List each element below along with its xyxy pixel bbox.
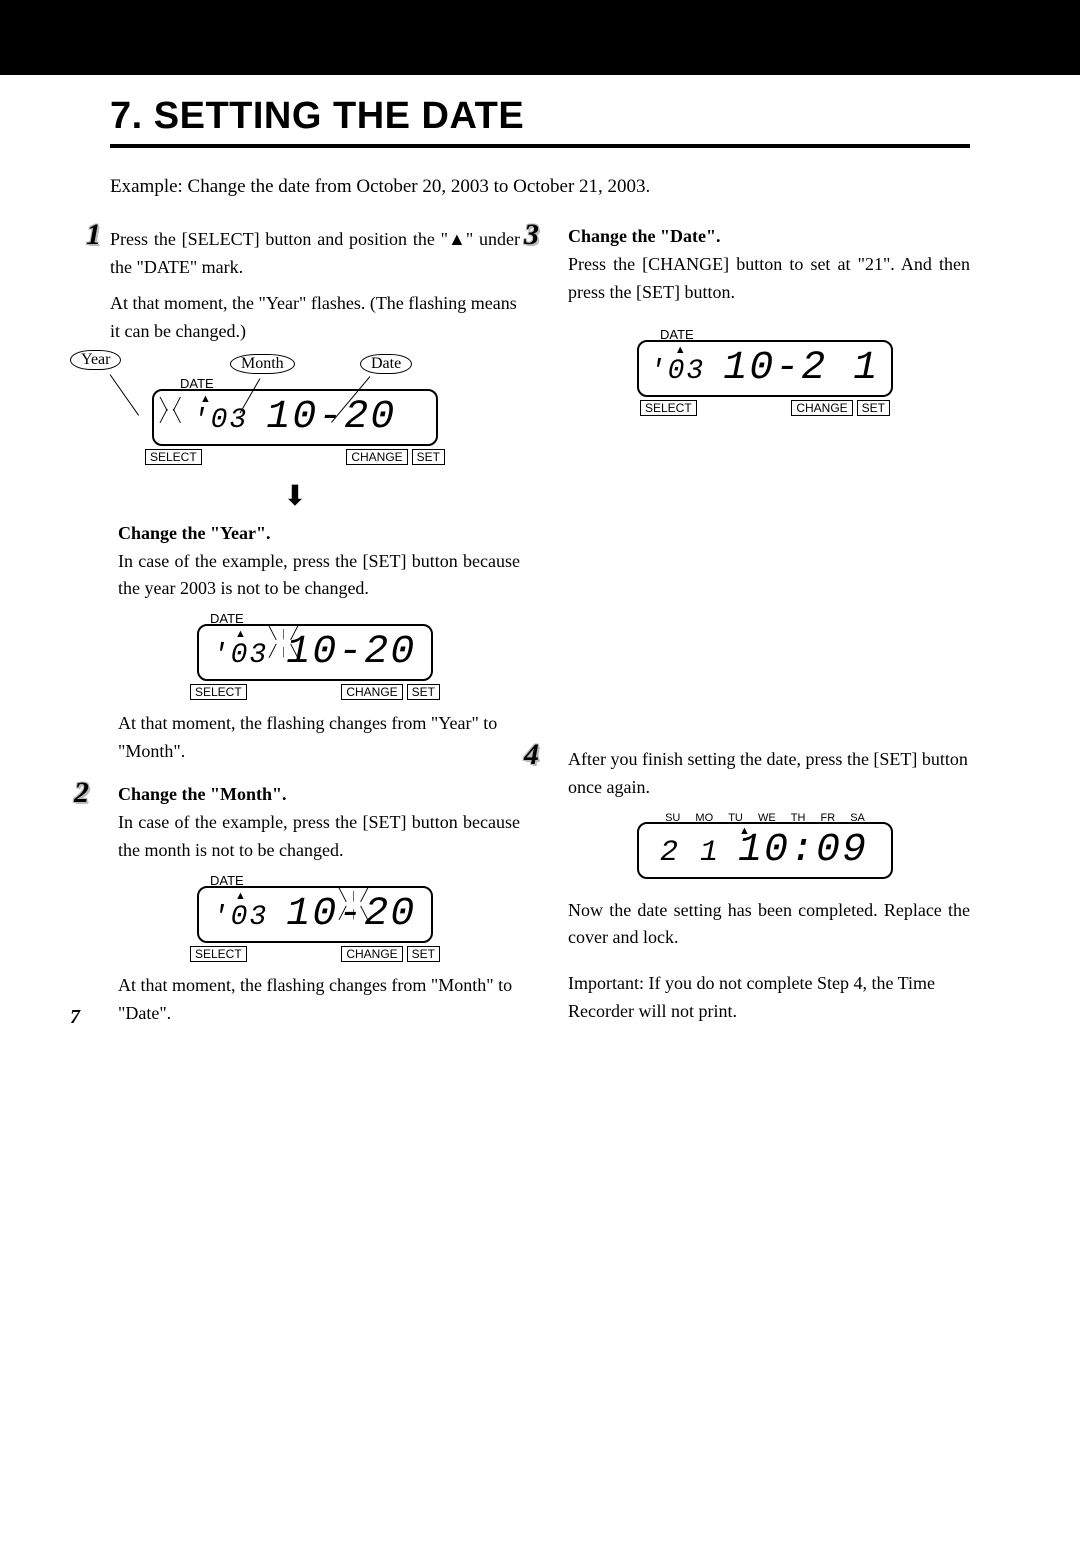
lcd-year: '03: [212, 640, 268, 671]
lcd-box: ▲ ╲ | ╱╱ | ╲ '03 10-20: [197, 886, 433, 943]
vertical-spacer: [560, 426, 970, 746]
lcd-day: 2 1: [660, 836, 720, 870]
lcd-buttons: SELECT CHANGE SET: [190, 946, 440, 962]
step-2-text: In case of the example, press the [SET] …: [118, 809, 520, 865]
callout-date: Date: [360, 354, 412, 374]
callout-month: Month: [230, 354, 295, 374]
page-content: 7. SETTING THE DATE Example: Change the …: [0, 95, 1080, 1106]
step-1-text-line-2: At that moment, the "Year" flashes. (The…: [110, 290, 520, 346]
lcd-box: ▲ 2 1 10:09: [637, 822, 893, 879]
black-header-bar: [0, 0, 1080, 75]
page-footer: 7: [110, 1036, 970, 1066]
set-button[interactable]: SET: [407, 684, 440, 700]
arrow-up-icon: ▲: [739, 825, 750, 837]
step-1: 1 Press the [SELECT] button and position…: [110, 226, 520, 346]
date-label: DATE: [180, 376, 214, 391]
lcd-main: 10-20: [286, 630, 416, 675]
step-1-text-1a: Press the [SELECT] button and position t…: [110, 229, 448, 249]
step-2-title: Change the "Month".: [118, 784, 520, 805]
step-1-figure: Year Month Date DATE ▲ ╲ ╱╱ ╲ '03 10-20 …: [70, 354, 520, 513]
arrow-up-icon: ▲: [235, 890, 246, 902]
change-button[interactable]: CHANGE: [341, 946, 402, 962]
lcd-main: 10-20: [266, 395, 396, 440]
triangle-up-icon: ▲: [448, 226, 466, 254]
lcd-box: ▲ '03 10-2 1: [637, 340, 893, 397]
lcd-year: '03: [649, 356, 705, 387]
two-column-layout: 1 Press the [SELECT] button and position…: [110, 226, 970, 1036]
select-button[interactable]: SELECT: [190, 946, 247, 962]
set-button[interactable]: SET: [407, 946, 440, 962]
step-2-after-text: At that moment, the flashing changes fro…: [110, 972, 520, 1028]
lcd-main: 10-2 1: [723, 346, 879, 391]
change-button[interactable]: CHANGE: [341, 684, 402, 700]
page-number: 7: [70, 1006, 80, 1029]
lcd-display-3: DATE ▲ '03 10-2 1 SELECT CHANGE SET: [560, 327, 970, 416]
lcd-box: ▲ ╲ ╱╱ ╲ '03 10-20: [152, 389, 438, 446]
date-label: DATE: [210, 873, 244, 888]
step-3: 3 Change the "Date". Press the [CHANGE] …: [560, 226, 970, 307]
flash-marks: ╲ ╱╱ ╲: [160, 401, 180, 419]
step-number-1: 1: [86, 218, 101, 252]
step-3-text: Press the [CHANGE] button to set at "21"…: [568, 251, 970, 307]
select-button[interactable]: SELECT: [190, 684, 247, 700]
lcd-main: 10:09: [738, 828, 868, 873]
example-text: Example: Change the date from October 20…: [110, 176, 970, 198]
step-3-title: Change the "Date".: [568, 226, 970, 247]
step-number-2: 2: [74, 776, 89, 810]
step-1-after-text: At that moment, the flashing changes fro…: [110, 710, 520, 766]
arrow-up-icon: ▲: [200, 393, 211, 405]
step-4: 4 After you finish setting the date, pre…: [560, 746, 970, 802]
right-column: 3 Change the "Date". Press the [CHANGE] …: [560, 226, 970, 1036]
lcd-display-1b: DATE ▲ ╲ | ╱╱ | ╲ '03 10-20 SELECT CHANG…: [110, 611, 520, 700]
date-label: DATE: [660, 327, 694, 342]
callout-year: Year: [70, 350, 121, 370]
lcd-year: '03: [192, 405, 248, 436]
step-1-text-line-1: Press the [SELECT] button and position t…: [110, 226, 520, 282]
arrow-up-icon: ▲: [675, 344, 686, 356]
change-button[interactable]: CHANGE: [346, 449, 407, 465]
step-4-after-1: Now the date setting has been completed.…: [560, 897, 970, 953]
lcd-year: '03: [212, 902, 268, 933]
select-button[interactable]: SELECT: [640, 400, 697, 416]
lcd-buttons: SELECT CHANGE SET: [145, 449, 445, 465]
lcd-display-4: SU MO TU WE TH FR SA ▲ 2 1 10:09: [560, 812, 970, 879]
set-button[interactable]: SET: [412, 449, 445, 465]
change-button[interactable]: CHANGE: [791, 400, 852, 416]
arrow-down-icon: ⬇: [283, 479, 306, 513]
step-4-text: After you finish setting the date, press…: [568, 746, 970, 802]
step-number-4: 4: [524, 738, 539, 772]
date-label: DATE: [210, 611, 244, 626]
set-button[interactable]: SET: [857, 400, 890, 416]
lcd-buttons: SELECT CHANGE SET: [190, 684, 440, 700]
arrow-up-icon: ▲: [235, 628, 246, 640]
flash-marks: ╲ | ╱╱ | ╲: [339, 892, 368, 916]
lcd-buttons: SELECT CHANGE SET: [640, 400, 890, 416]
step-1-sub-title: Change the "Year".: [118, 523, 520, 544]
select-button[interactable]: SELECT: [145, 449, 202, 465]
title-underline: [110, 144, 970, 148]
step-4-after-2: Important: If you do not complete Step 4…: [560, 970, 970, 1026]
step-number-3: 3: [524, 218, 539, 252]
step-2: 2 Change the "Month". In case of the exa…: [110, 784, 520, 865]
lcd-display-1: DATE ▲ ╲ ╱╱ ╲ '03 10-20 SELECT CHANGE SE…: [70, 354, 520, 513]
left-column: 1 Press the [SELECT] button and position…: [110, 226, 520, 1036]
lcd-display-2: DATE ▲ ╲ | ╱╱ | ╲ '03 10-20 SELECT CHANG…: [110, 873, 520, 962]
step-1-sub-text: In case of the example, press the [SET] …: [118, 548, 520, 604]
page-title: 7. SETTING THE DATE: [110, 95, 970, 138]
flash-marks: ╲ | ╱╱ | ╲: [269, 630, 298, 654]
lcd-box: ▲ ╲ | ╱╱ | ╲ '03 10-20: [197, 624, 433, 681]
step-1-sub: Change the "Year". In case of the exampl…: [110, 523, 520, 604]
